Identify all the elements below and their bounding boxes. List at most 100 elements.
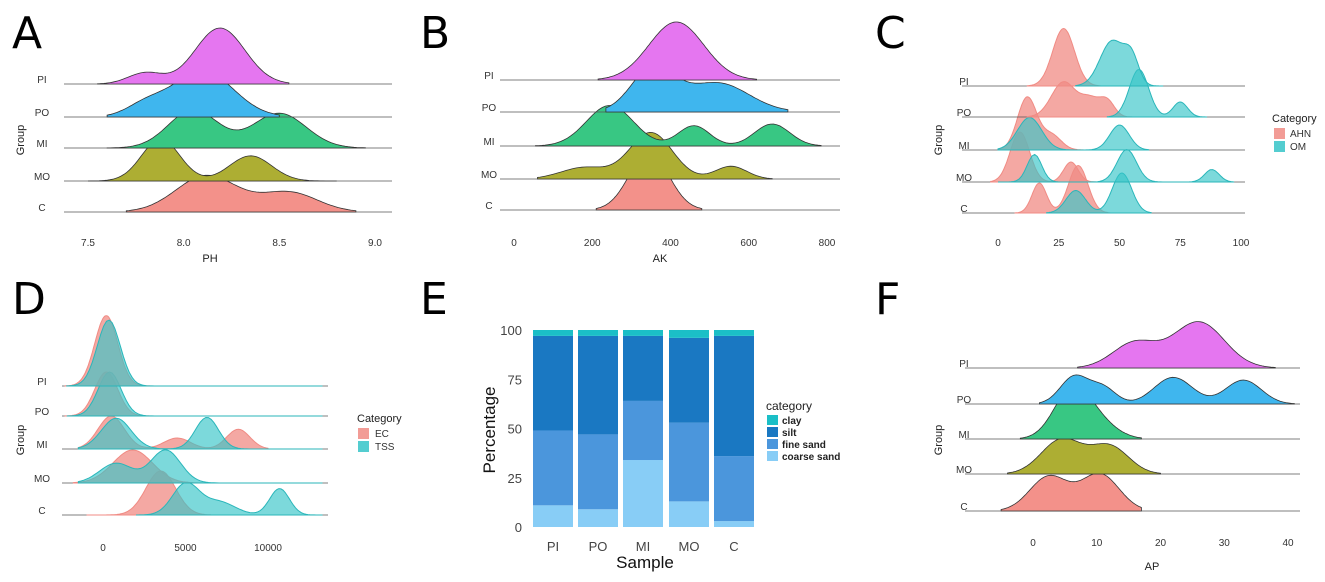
- panel-e-legend-title: category: [766, 399, 812, 413]
- legend-swatch-tss: [358, 441, 369, 452]
- bar-mo-fine-sand: [669, 422, 709, 502]
- legend-label-coarse-sand: coarse sand: [782, 452, 840, 463]
- panel-b-ak-ridgeline: PI PO MI MO C 0 200 400 600 800: [481, 21, 840, 249]
- panel-e-stacked-bar: PI PO MI MO C 0 25 50 75 100: [500, 323, 754, 554]
- panel-c-xtick: 75: [1175, 238, 1187, 249]
- ridge-om-mi: [997, 116, 1150, 151]
- panel-f-xtick: 10: [1091, 538, 1103, 549]
- bar-pi-coarse-sand: [533, 505, 573, 527]
- bar-po-coarse-sand: [578, 509, 618, 527]
- panel-a-group-label-mi: MI: [36, 139, 47, 150]
- panel-b-xtick: 400: [662, 238, 679, 249]
- panel-e-xtick-mo: MO: [679, 539, 700, 554]
- ridge-tss-mi: [77, 416, 323, 450]
- panel-e-xtick-po: PO: [589, 539, 608, 554]
- ridge-pi: [97, 27, 290, 85]
- legend-swatch-fine-sand: [767, 439, 778, 449]
- panel-f-xtick: 40: [1282, 538, 1294, 549]
- ridge-c: [125, 174, 357, 213]
- panel-d-xtick: 0: [100, 543, 106, 554]
- ridge-po: [1039, 374, 1295, 405]
- panel-a-xtick: 9.0: [368, 238, 382, 249]
- panel-c-group-label-po: PO: [957, 108, 972, 119]
- ridge-om-mo: [998, 148, 1235, 183]
- panel-e-ytick: 0: [515, 520, 522, 535]
- ridge-ahn-pi: [1026, 27, 1101, 87]
- panel-e-xlabel: Sample: [616, 553, 674, 572]
- legend-swatch-ec: [358, 428, 369, 439]
- panel-f-xtick: 30: [1219, 538, 1231, 549]
- panel-a-group-label-mo: MO: [34, 172, 50, 183]
- panel-d-group-label-mo: MO: [34, 474, 50, 485]
- bar-po-clay: [578, 330, 618, 336]
- ridge-mo: [1007, 437, 1161, 475]
- panel-d-ec-tss-ridgeline: PI PO MI MO C 0 5000 10000: [34, 315, 328, 554]
- legend-label-om: OM: [1290, 142, 1306, 153]
- legend-swatch-coarse-sand: [767, 451, 778, 461]
- panel-b-group-label-mo: MO: [481, 170, 497, 181]
- panel-d-legend: Category EC TSS: [357, 413, 402, 453]
- panel-e-xtick-c: C: [729, 539, 738, 554]
- panel-f-group-label-po: PO: [957, 395, 972, 406]
- bar-po-fine-sand: [578, 434, 618, 510]
- bar-c-fine-sand: [714, 456, 754, 522]
- ridge-om-pi: [1075, 39, 1164, 87]
- bar-mi-coarse-sand: [623, 460, 663, 527]
- panel-f-group-label-c: C: [960, 502, 967, 513]
- panel-d-legend-title: Category: [357, 413, 402, 425]
- panel-a-xtick: 8.0: [177, 238, 191, 249]
- legend-swatch-ahn: [1274, 128, 1285, 139]
- panel-letter-c: C: [875, 8, 906, 59]
- ridge-mo: [87, 138, 337, 182]
- ridge-om-c: [1046, 172, 1152, 214]
- legend-label-silt: silt: [782, 428, 797, 439]
- legend-swatch-clay: [767, 415, 778, 425]
- panel-e-ytick: 75: [508, 372, 522, 387]
- bar-mi-clay: [623, 330, 663, 336]
- panel-b-xlabel: AK: [653, 253, 668, 265]
- ridge-pi: [597, 21, 757, 81]
- bar-c-silt: [714, 335, 754, 457]
- panel-b-group-label-c: C: [485, 201, 492, 212]
- ridge-pi: [1077, 321, 1276, 369]
- panel-e-ytick: 25: [508, 471, 522, 486]
- panel-e-ylabel: Percentage: [480, 387, 499, 474]
- bar-mo-silt: [669, 337, 709, 423]
- panel-a-ylabel: Group: [15, 125, 27, 156]
- panel-f-ap-ridgeline: PI PO MI MO C 0 10 20 30 40: [956, 321, 1300, 549]
- legend-label-ec: EC: [375, 429, 389, 440]
- panel-c-legend: Category AHN OM: [1272, 113, 1317, 153]
- panel-f-group-label-mo: MO: [956, 465, 972, 476]
- bar-c-coarse-sand: [714, 521, 754, 527]
- legend-label-fine-sand: fine sand: [782, 440, 826, 451]
- bar-c-clay: [714, 330, 754, 336]
- bar-pi-clay: [533, 330, 573, 336]
- legend-label-tss: TSS: [375, 442, 395, 453]
- legend-swatch-om: [1274, 141, 1285, 152]
- ridge-tss-mo: [77, 449, 323, 484]
- panel-a-xtick: 7.5: [81, 238, 95, 249]
- panel-letter-f: F: [875, 274, 900, 325]
- bar-pi-fine-sand: [533, 430, 573, 506]
- panel-letter-d: D: [12, 274, 46, 325]
- ridge-ahn-po: [1026, 81, 1133, 118]
- panel-f-group-label-pi: PI: [959, 359, 968, 370]
- panel-b-group-label-mi: MI: [483, 137, 494, 148]
- ridge-mi: [535, 105, 822, 147]
- panel-e-legend: category clay silt fine sand coarse sand: [766, 399, 840, 463]
- panel-b-group-label-pi: PI: [484, 71, 493, 82]
- panel-d-group-label-po: PO: [35, 407, 50, 418]
- ridge-c: [1000, 472, 1142, 512]
- panel-f-xlabel: AP: [1145, 561, 1160, 573]
- panel-d-group-label-pi: PI: [37, 377, 46, 388]
- panel-c-xtick: 100: [1233, 238, 1250, 249]
- panel-b-xtick: 600: [740, 238, 757, 249]
- panel-f-group-label-mi: MI: [958, 430, 969, 441]
- panel-c-ahn-om-ridgeline: PI PO MI MO C 0 25 50 75 100: [956, 27, 1250, 249]
- panel-a-xlabel: PH: [202, 253, 217, 265]
- panel-a-group-label-pi: PI: [37, 75, 46, 86]
- panel-c-xtick: 25: [1053, 238, 1065, 249]
- panel-e-xtick-pi: PI: [547, 539, 559, 554]
- panel-f-xtick: 0: [1030, 538, 1036, 549]
